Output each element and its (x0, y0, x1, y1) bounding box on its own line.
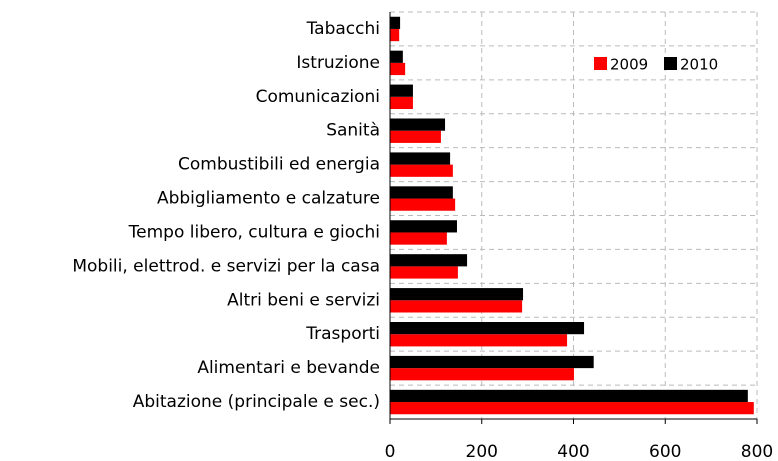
y-tick-label: Sanità (326, 121, 380, 141)
bar (390, 28, 400, 42)
y-tick-label: Tabacchi (306, 19, 380, 39)
y-tick-label: Altri beni e servizi (227, 290, 380, 310)
bar (390, 16, 401, 29)
bar (390, 152, 451, 165)
y-tick-label: Alimentari e bevande (197, 358, 380, 378)
bar (390, 334, 568, 347)
x-tick-label: 200 (466, 442, 498, 461)
bar (390, 266, 458, 279)
y-tick-label: Combustibili ed energia (178, 155, 380, 175)
bar (390, 50, 403, 63)
bar (390, 254, 468, 267)
bar (390, 62, 406, 76)
legend-label: 2009 (610, 56, 648, 74)
y-tick-label: Abbigliamento e calzature (157, 189, 380, 209)
bar (390, 389, 748, 403)
bar (390, 232, 447, 245)
x-tick-label: 0 (385, 442, 396, 461)
bar (390, 220, 457, 233)
bar (390, 198, 456, 211)
bar (390, 130, 441, 143)
y-tick-label: Abitazione (principale e sec.) (133, 392, 380, 412)
bar (390, 402, 754, 415)
legend-swatch (594, 57, 607, 70)
bar (390, 368, 574, 381)
bar (390, 321, 585, 335)
x-tick-label: 800 (741, 442, 773, 461)
y-tick-label: Istruzione (296, 53, 380, 73)
y-tick-label: Trasporti (305, 324, 380, 344)
legend-swatch (664, 57, 677, 70)
x-tick-label: 600 (649, 442, 681, 461)
x-tick-label: 400 (557, 442, 589, 461)
bar (390, 84, 413, 97)
bar (390, 288, 524, 301)
bar (390, 118, 446, 131)
bar (390, 300, 523, 313)
y-tick-label: Mobili, elettrod. e servizi per la casa (72, 256, 380, 276)
bar (390, 186, 453, 199)
bar (390, 96, 413, 110)
bar (390, 355, 594, 369)
legend-label: 2010 (680, 56, 718, 74)
bar (390, 164, 453, 177)
y-tick-label: Tempo libero, cultura e giochi (128, 222, 380, 242)
y-tick-label: Comunicazioni (256, 87, 380, 107)
